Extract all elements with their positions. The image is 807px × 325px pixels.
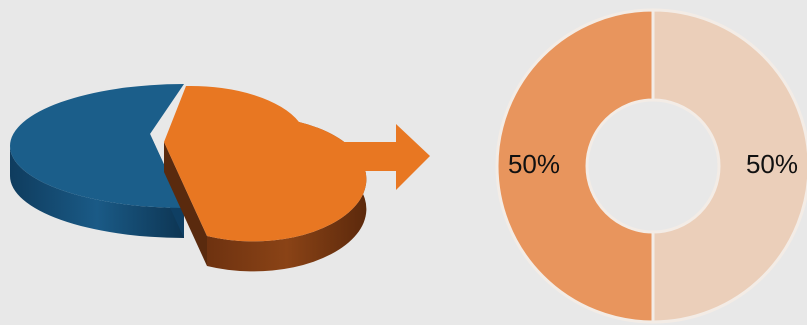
donut-slice-2 xyxy=(651,8,807,324)
pie3d-slice-blue xyxy=(10,84,184,208)
pie3d-slice-orange xyxy=(164,85,367,242)
donut-slice-label-2: 50% xyxy=(746,149,798,179)
right-arrow-icon xyxy=(336,124,430,190)
pie3d-slice-blue-side xyxy=(10,146,184,238)
pie3d-slice-orange-cut-side xyxy=(164,142,207,266)
pie-3d-chart xyxy=(10,84,367,272)
donut-chart: 50% 50% xyxy=(495,8,807,324)
donut-slice-label-1: 50% xyxy=(508,149,560,179)
donut-slice-1 xyxy=(495,8,655,324)
